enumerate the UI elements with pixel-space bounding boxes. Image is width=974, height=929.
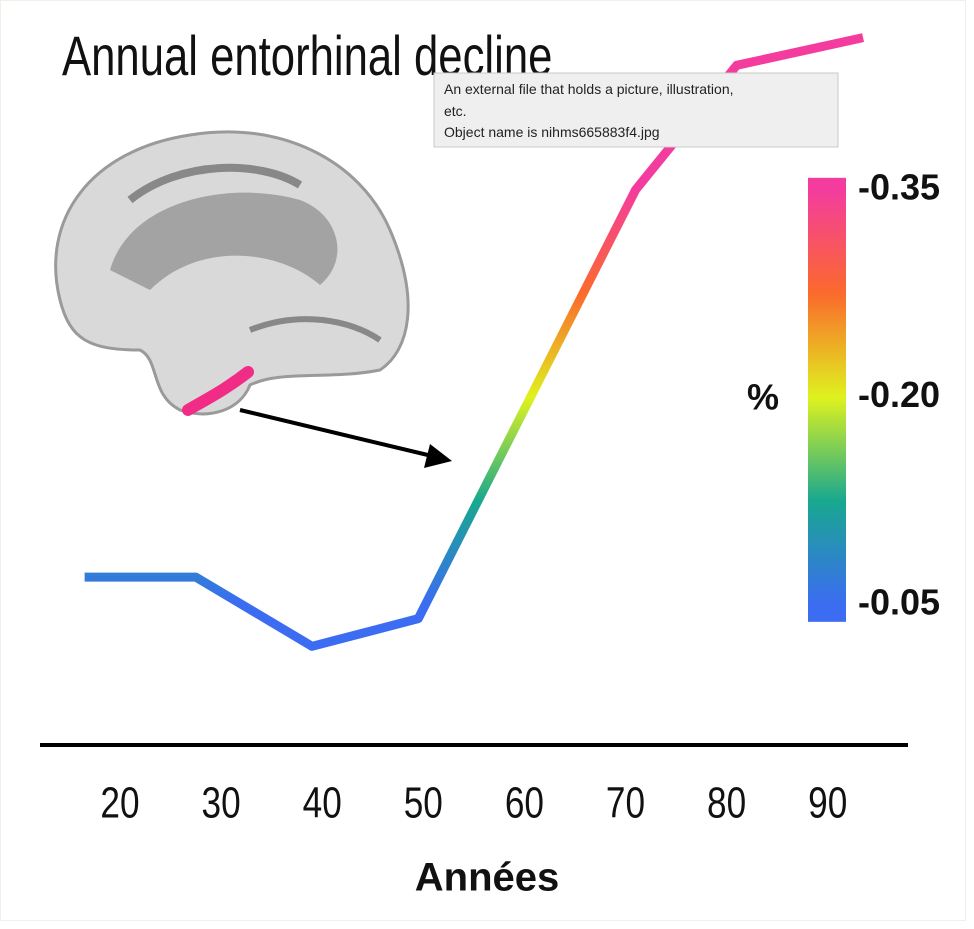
x-tick-group: 90 <box>808 779 847 828</box>
x-tick-label: 50 <box>404 779 443 828</box>
x-tick-group: 40 <box>303 779 342 828</box>
colorbar-label: % <box>747 377 779 418</box>
plot: -0.35 -0.20 -0.05 20 30 40 50 60 70 80 90 <box>84 33 940 828</box>
x-tick-label: 90 <box>808 779 847 828</box>
x-tick-group: 80 <box>707 779 746 828</box>
colorbar-tick-label: -0.05 <box>858 581 940 622</box>
tooltip-line: etc. <box>444 103 467 119</box>
brain-illustration <box>54 130 452 468</box>
x-tick-label: 30 <box>202 779 241 828</box>
x-tick-group: 70 <box>606 779 645 828</box>
x-tick-group: 20 <box>100 779 139 828</box>
colorbar-tick-label: -0.20 <box>858 374 940 415</box>
x-tick-label: 70 <box>606 779 645 828</box>
tooltip-line: Object name is nihms665883f4.jpg <box>444 124 660 140</box>
x-axis-label: Années <box>415 856 560 900</box>
colorbar <box>808 177 846 622</box>
colorbar-tick-label: -0.35 <box>858 166 940 207</box>
tooltip-line: An external file that holds a picture, i… <box>444 81 734 97</box>
tooltip-box <box>433 72 839 148</box>
tooltip: An external file that holds a picture, i… <box>433 72 839 148</box>
x-tick-label: 80 <box>707 779 746 828</box>
x-tick-label: 40 <box>303 779 342 828</box>
x-tick-label: 60 <box>505 779 544 828</box>
x-tick-group: 30 <box>202 779 241 828</box>
x-tick-label: 20 <box>100 779 139 828</box>
x-tick-group: 60 <box>505 779 544 828</box>
data-line <box>84 33 865 651</box>
x-tick-group: 50 <box>404 779 443 828</box>
